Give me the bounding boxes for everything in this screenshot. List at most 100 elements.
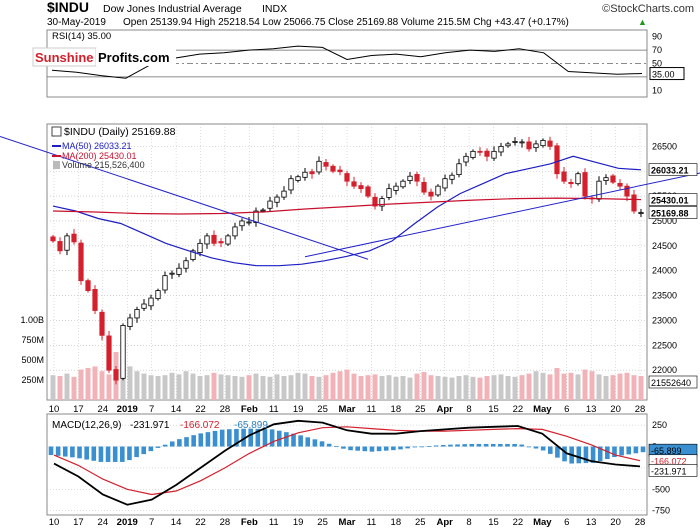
candle-body bbox=[470, 150, 476, 158]
candle-body bbox=[435, 185, 441, 196]
macd-histogram-bar bbox=[426, 445, 432, 447]
price-x-tick-label: 2019 bbox=[117, 404, 138, 415]
volume-last-box bbox=[648, 375, 698, 389]
macd-histogram-bar bbox=[120, 446, 125, 462]
macd-panel bbox=[46, 413, 648, 516]
candle-body bbox=[554, 145, 560, 175]
macd-signal-line bbox=[53, 426, 641, 496]
volume-bar bbox=[449, 377, 455, 400]
macd-x-tick-label: 11 bbox=[269, 517, 279, 528]
candle-body bbox=[638, 212, 644, 214]
volume-bar bbox=[435, 376, 441, 400]
volume-bar bbox=[463, 375, 469, 400]
candle-body bbox=[134, 309, 140, 319]
volume-bar bbox=[134, 371, 140, 400]
volume-bar bbox=[274, 374, 280, 400]
macd-last-box bbox=[648, 464, 698, 477]
candle-body bbox=[155, 290, 161, 300]
candle-body bbox=[162, 275, 168, 291]
volume-bar bbox=[127, 366, 133, 400]
candle-body bbox=[526, 141, 532, 150]
candle-body bbox=[400, 180, 406, 188]
volume-bar bbox=[421, 372, 427, 400]
candle-body bbox=[141, 303, 147, 309]
macd-histogram-bar bbox=[455, 444, 460, 447]
macd-histogram-bar bbox=[291, 433, 296, 447]
volume-bar bbox=[169, 372, 175, 400]
volume-bar bbox=[533, 371, 539, 400]
candle-body bbox=[358, 185, 364, 190]
macd-histogram-bar bbox=[476, 443, 482, 447]
macd-histogram-bar bbox=[391, 446, 396, 451]
candle-body bbox=[582, 172, 588, 197]
candle-body bbox=[197, 242, 203, 254]
candle-body bbox=[302, 171, 308, 178]
volume-bar bbox=[596, 374, 602, 400]
volume-bar bbox=[295, 372, 301, 400]
volume-bar bbox=[85, 368, 91, 400]
volume-bar bbox=[92, 366, 98, 400]
legend-ma50: MA(50) 26033.21 bbox=[62, 141, 132, 151]
trendline bbox=[0, 135, 369, 260]
volume-bar bbox=[176, 374, 182, 400]
price-tick-label: 23000 bbox=[652, 315, 677, 325]
volume-bar bbox=[603, 376, 609, 400]
candle-body bbox=[477, 150, 483, 153]
volume-tick-label: 1.00B bbox=[20, 315, 44, 325]
ma50-line bbox=[52, 155, 642, 267]
macd-x-tick-label: Feb bbox=[241, 517, 258, 528]
candle-body bbox=[386, 188, 392, 198]
price-x-tick-label: Feb bbox=[241, 404, 258, 415]
candle-body bbox=[519, 141, 525, 144]
macd-histogram-bar bbox=[70, 446, 75, 458]
candle-body bbox=[246, 221, 252, 224]
macd-histogram-bar bbox=[540, 446, 546, 451]
macd-signal-value: -166.072 bbox=[180, 420, 220, 431]
volume-bar bbox=[204, 375, 210, 400]
candle-body bbox=[204, 235, 210, 245]
candle-body bbox=[442, 178, 448, 189]
price-x-tick-label: 11 bbox=[366, 404, 376, 415]
ma50-last-label: 26033.21 bbox=[651, 166, 689, 176]
candle-body bbox=[428, 191, 434, 197]
legend-price: $INDU (Daily) 25169.88 bbox=[64, 126, 176, 138]
legend-ma200: MA(200) 25430.01 bbox=[62, 151, 137, 161]
macd-last-label: -166.072 bbox=[651, 457, 687, 467]
macd-x-tick-label: 15 bbox=[488, 517, 499, 528]
volume-bar bbox=[505, 376, 511, 400]
macd-histogram-bar bbox=[248, 428, 254, 447]
volume-bar bbox=[568, 372, 574, 400]
price-x-tick-label: 28 bbox=[220, 404, 231, 415]
macd-tick-label: -750 bbox=[652, 506, 670, 516]
macd-histogram-bar bbox=[241, 428, 246, 447]
candle-body bbox=[190, 250, 196, 260]
candle-body bbox=[491, 150, 497, 159]
candle-body bbox=[309, 171, 315, 175]
macd-last-label: -65.899 bbox=[651, 446, 682, 456]
volume-bar bbox=[246, 375, 252, 400]
candle-body bbox=[316, 160, 322, 173]
macd-histogram-bar bbox=[298, 435, 303, 447]
volume-bar bbox=[281, 376, 287, 400]
volume-bar bbox=[344, 369, 350, 400]
candle-body bbox=[57, 241, 63, 252]
macd-histogram-bar bbox=[440, 444, 446, 447]
ma200-last-label-box bbox=[648, 193, 698, 206]
rsi-title: RSI(14) 35.00 bbox=[52, 31, 111, 42]
volume-bar bbox=[526, 373, 532, 400]
price-x-tick-label: Apr bbox=[436, 404, 453, 415]
macd-histogram-bar bbox=[319, 441, 325, 447]
volume-bar bbox=[393, 376, 399, 400]
macd-hist-value: -65.899 bbox=[234, 420, 268, 431]
candle-body bbox=[239, 220, 245, 227]
candle-body bbox=[372, 196, 378, 207]
candle-body bbox=[288, 178, 294, 191]
macd-histogram-bar bbox=[362, 446, 368, 452]
macd-histogram-bar bbox=[255, 428, 261, 447]
macd-histogram-bar bbox=[105, 446, 111, 462]
volume-bar bbox=[78, 369, 84, 400]
macd-x-tick-label: 13 bbox=[586, 517, 597, 528]
macd-histogram-bar bbox=[177, 439, 182, 447]
volume-bar bbox=[197, 376, 203, 400]
